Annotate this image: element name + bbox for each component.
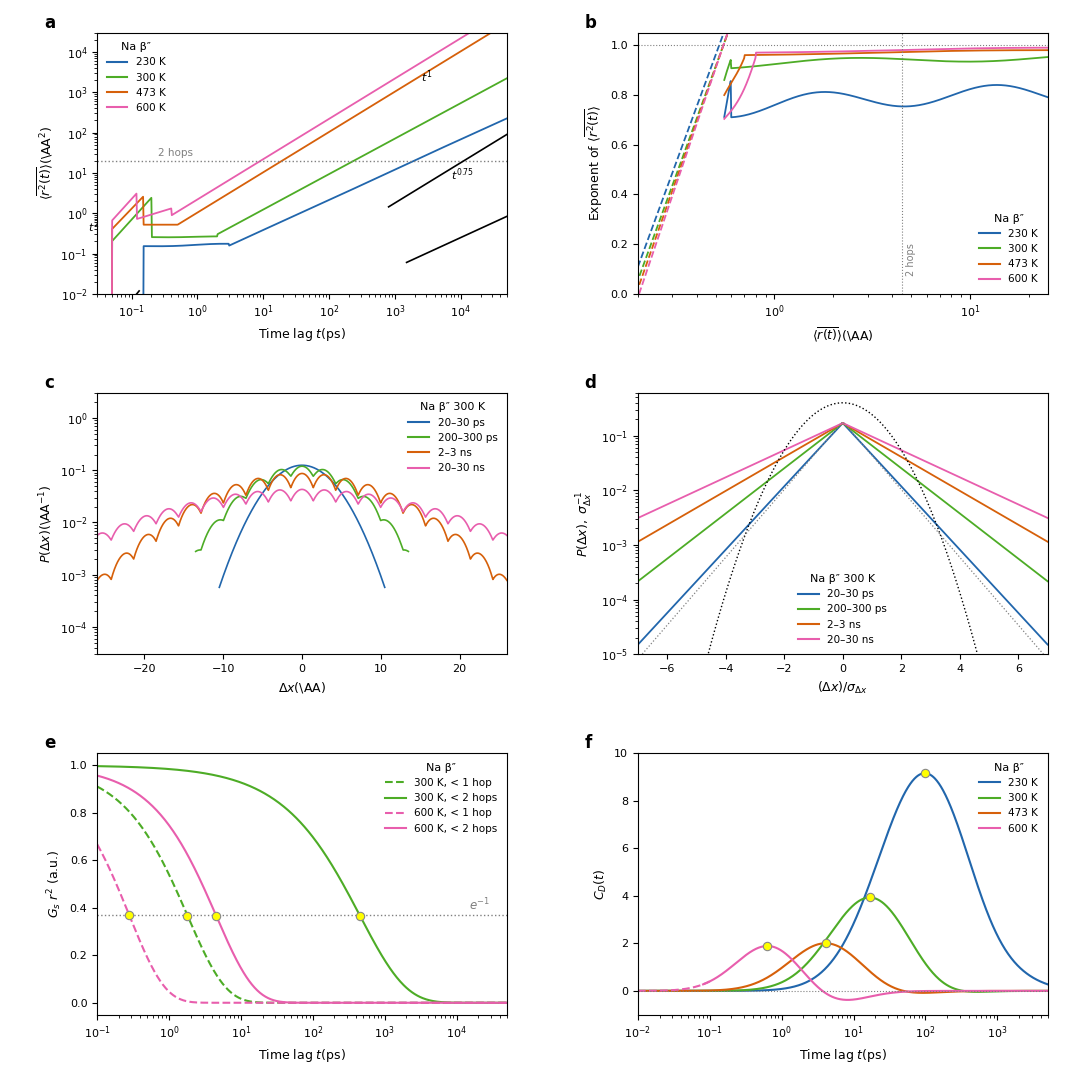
X-axis label: $(\Delta x)/\sigma_{\Delta x}$: $(\Delta x)/\sigma_{\Delta x}$ (818, 680, 868, 696)
Text: $t^1$: $t^1$ (421, 69, 433, 85)
Y-axis label: $G_s\ r^2$ (a.u.): $G_s\ r^2$ (a.u.) (45, 850, 64, 919)
Text: $e^{-1}$: $e^{-1}$ (470, 897, 490, 913)
Legend: 300 K, < 1 hop, 300 K, < 2 hops, 600 K, < 1 hop, 600 K, < 2 hops: 300 K, < 1 hop, 300 K, < 2 hops, 600 K, … (381, 758, 501, 838)
Legend: 230 K, 300 K, 473 K, 600 K: 230 K, 300 K, 473 K, 600 K (103, 38, 170, 117)
Y-axis label: $\langle\overline{r^2(t)}\rangle$(\AA$^2$): $\langle\overline{r^2(t)}\rangle$(\AA$^2… (36, 127, 55, 201)
X-axis label: $\langle\overline{r(t)}\rangle$(\AA): $\langle\overline{r(t)}\rangle$(\AA) (812, 326, 874, 344)
Text: f: f (584, 734, 592, 753)
X-axis label: Time lag $t$(ps): Time lag $t$(ps) (799, 1046, 887, 1064)
Y-axis label: Exponent of $\langle\overline{r^2(t)}\rangle$: Exponent of $\langle\overline{r^2(t)}\ra… (583, 105, 605, 221)
Text: e: e (44, 734, 55, 753)
Y-axis label: $C_D(t)$: $C_D(t)$ (593, 868, 609, 900)
X-axis label: $\Delta x$(\AA): $\Delta x$(\AA) (278, 680, 326, 695)
Text: $t^{0.75}$: $t^{0.75}$ (450, 166, 474, 182)
Y-axis label: $P(\Delta x)$(\AA$^{-1}$): $P(\Delta x)$(\AA$^{-1}$) (37, 484, 55, 563)
Legend: 230 K, 300 K, 473 K, 600 K: 230 K, 300 K, 473 K, 600 K (975, 209, 1042, 289)
X-axis label: Time lag $t$(ps): Time lag $t$(ps) (258, 1046, 346, 1064)
Text: 2 hops: 2 hops (158, 148, 193, 158)
Legend: 20–30 ps, 200–300 ps, 2–3 ns, 20–30 ns: 20–30 ps, 200–300 ps, 2–3 ns, 20–30 ns (794, 570, 891, 649)
Legend: 20–30 ps, 200–300 ps, 2–3 ns, 20–30 ns: 20–30 ps, 200–300 ps, 2–3 ns, 20–30 ns (404, 398, 501, 478)
Text: b: b (584, 13, 596, 32)
Legend: 230 K, 300 K, 473 K, 600 K: 230 K, 300 K, 473 K, 600 K (975, 758, 1042, 838)
Text: $t^2$: $t^2$ (89, 218, 99, 235)
Text: a: a (44, 13, 55, 32)
Text: d: d (584, 374, 596, 392)
Text: c: c (44, 374, 54, 392)
Text: 2 hops: 2 hops (906, 243, 916, 276)
X-axis label: Time lag $t$(ps): Time lag $t$(ps) (258, 326, 346, 343)
Y-axis label: $P(\Delta x),\ \sigma_{\Delta x}^{-1}$: $P(\Delta x),\ \sigma_{\Delta x}^{-1}$ (576, 491, 595, 556)
